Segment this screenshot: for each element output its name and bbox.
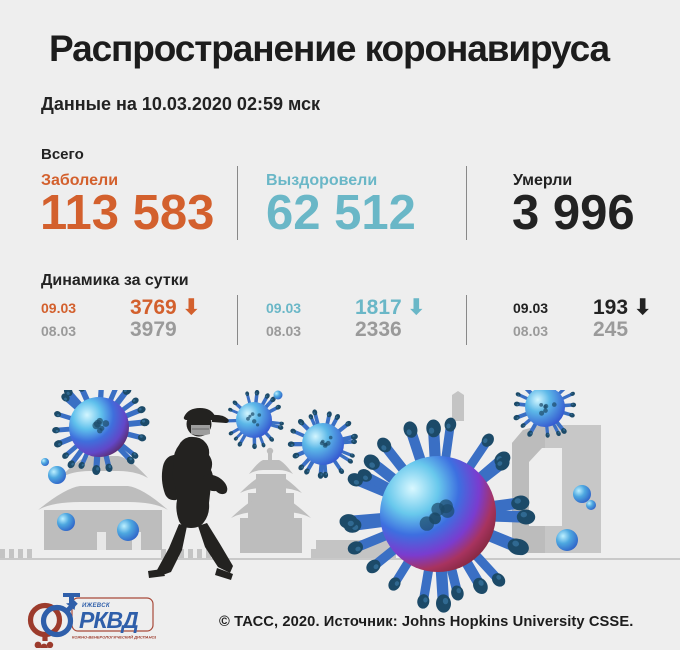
svg-text:КОЖНО-ВЕНЕРОЛОГИЧЕСКИЙ ДИСПАНС: КОЖНО-ВЕНЕРОЛОГИЧЕСКИЙ ДИСПАНСЕР bbox=[72, 635, 156, 640]
svg-text:РКВД: РКВД bbox=[79, 607, 139, 633]
